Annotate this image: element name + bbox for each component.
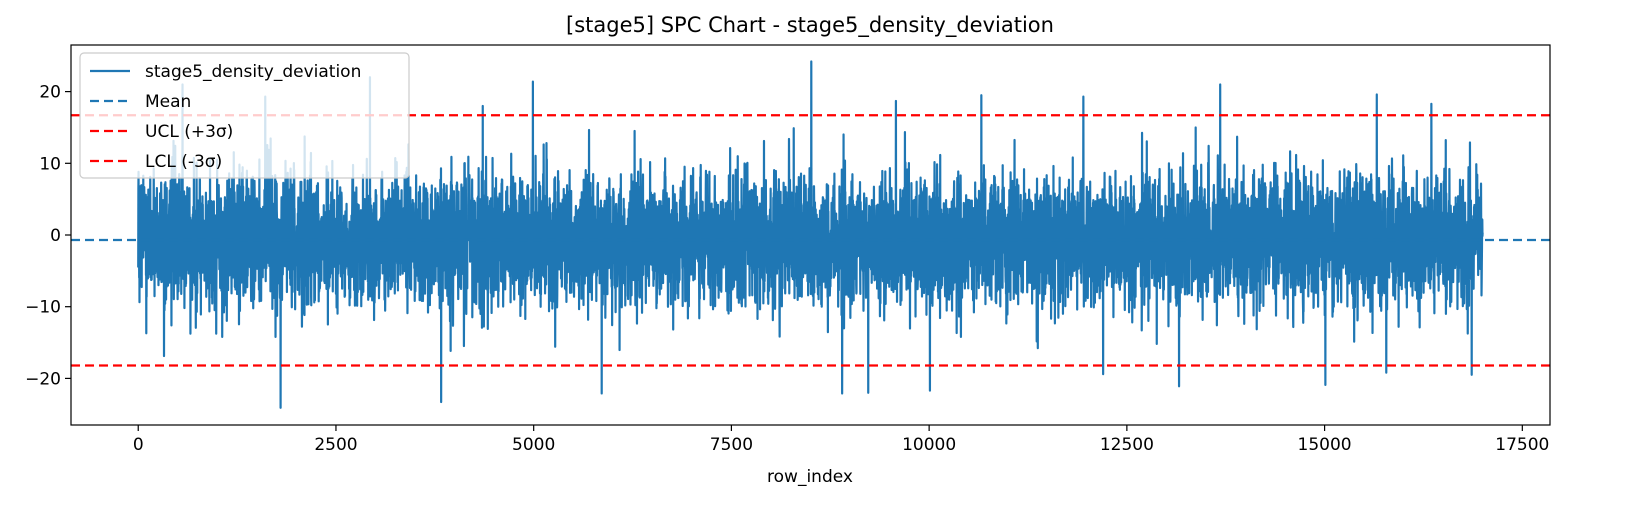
series-line-stage5_density_deviation (137, 60, 1484, 409)
x-tick-label: 5000 (512, 435, 555, 455)
chart-title: [stage5] SPC Chart - stage5_density_devi… (566, 13, 1054, 38)
y-tick-label: 0 (50, 226, 61, 246)
legend-label: stage5_density_deviation (145, 62, 361, 82)
y-tick-label: −20 (25, 369, 61, 389)
legend: stage5_density_deviation Mean UCL (+3σ) LCL… (79, 52, 410, 179)
y-tick-label: 20 (39, 83, 61, 103)
x-tick-label: 2500 (314, 435, 357, 455)
x-tick-label: 10000 (902, 435, 956, 455)
x-tick-label: 7500 (710, 435, 753, 455)
y-tick-label: −10 (25, 298, 61, 318)
legend-box (79, 52, 410, 179)
x-tick-label: 0 (133, 435, 144, 455)
x-axis-label: row_index (767, 467, 853, 487)
legend-label: LCL (-3σ) (145, 152, 222, 172)
y-tick-label: 10 (39, 154, 61, 174)
x-axis-ticks: 0 2500 5000 7500 10000 12500 15000 17500 (133, 425, 1549, 455)
legend-label: Mean (145, 92, 191, 112)
y-axis-ticks: −20 −10 0 10 20 (25, 83, 71, 389)
legend-label: UCL (+3σ) (145, 122, 233, 142)
x-tick-label: 17500 (1495, 435, 1549, 455)
x-tick-label: 12500 (1100, 435, 1154, 455)
x-tick-label: 15000 (1298, 435, 1352, 455)
